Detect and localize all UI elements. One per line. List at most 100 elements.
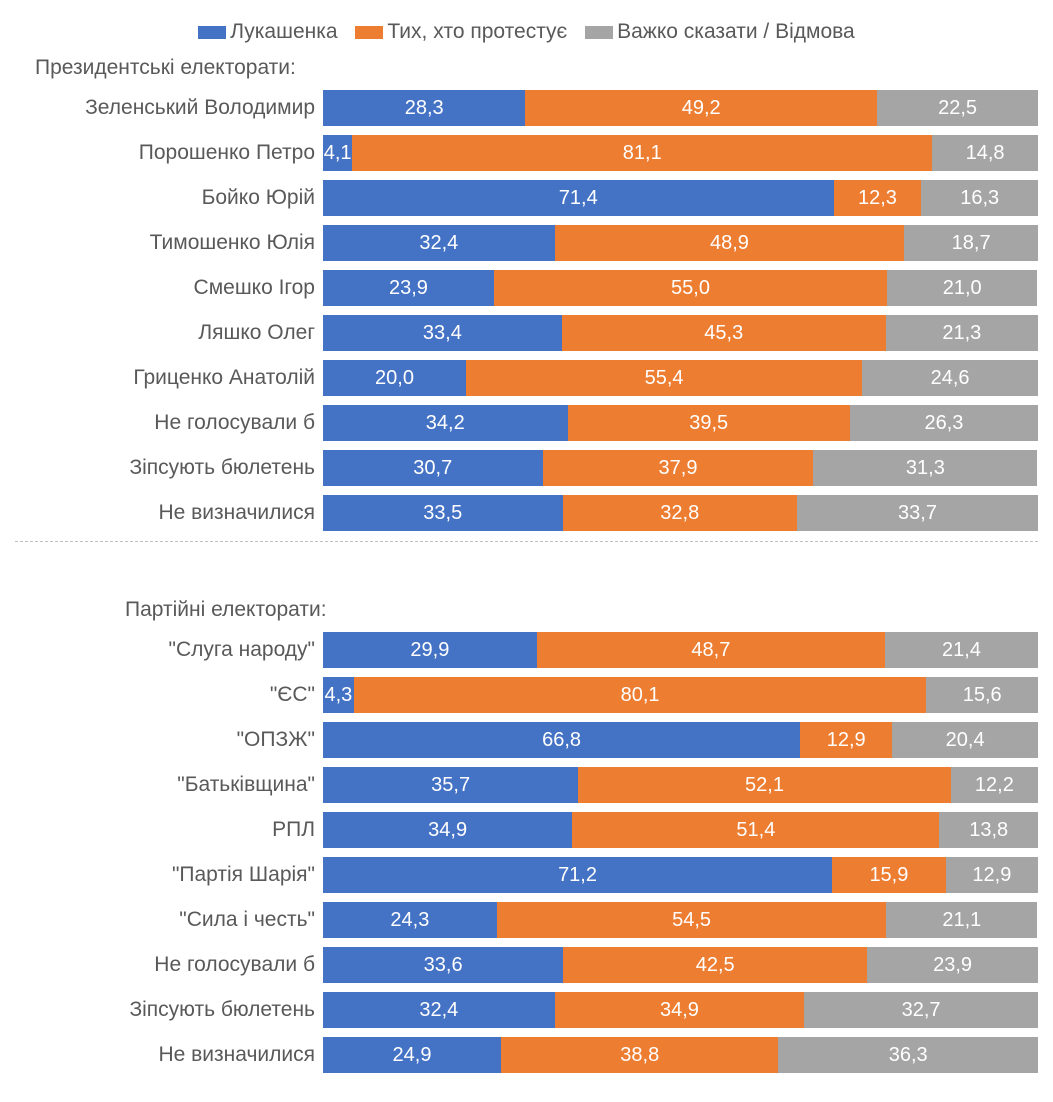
bar-segment: 34,9: [555, 992, 805, 1028]
bar-segment: 35,7: [323, 767, 578, 803]
section2-title: Партійні електорати:: [15, 598, 1038, 622]
bar-row: Тимошенко Юлія32,448,918,7: [15, 225, 1038, 261]
row-label: Зіпсують бюлетень: [15, 456, 323, 480]
bar-segment: 23,9: [323, 270, 494, 306]
row-label: Бойко Юрій: [15, 186, 323, 210]
bar-segment: 22,5: [877, 90, 1038, 126]
row-label: Не голосували б: [15, 953, 323, 977]
bar-segment: 31,3: [813, 450, 1037, 486]
bar-segment: 12,3: [834, 180, 922, 216]
row-label: "Партія Шарія": [15, 863, 323, 887]
bar-segment: 33,4: [323, 315, 562, 351]
bar-segment: 66,8: [323, 722, 800, 758]
legend-label-2: Тих, хто протестує: [387, 20, 567, 43]
stacked-bar: 33,642,523,9: [323, 947, 1038, 983]
bar-segment: 52,1: [578, 767, 951, 803]
bar-segment: 45,3: [562, 315, 886, 351]
stacked-bar: 29,948,721,4: [323, 632, 1038, 668]
row-label: Зеленський Володимир: [15, 96, 323, 120]
bar-row: Гриценко Анатолій20,055,424,6: [15, 360, 1038, 396]
bar-row: Порошенко Петро4,181,114,8: [15, 135, 1038, 171]
stacked-bar: 32,448,918,7: [323, 225, 1038, 261]
row-label: Порошенко Петро: [15, 141, 323, 165]
stacked-bar: 4,181,114,8: [323, 135, 1038, 171]
bar-segment: 12,2: [951, 767, 1038, 803]
section2-bars: "Слуга народу"29,948,721,4"ЄС"4,380,115,…: [15, 632, 1038, 1073]
bar-segment: 42,5: [563, 947, 867, 983]
bar-row: "Батьківщина"35,752,112,2: [15, 767, 1038, 803]
bar-row: Зеленський Володимир28,349,222,5: [15, 90, 1038, 126]
bar-segment: 34,2: [323, 405, 568, 441]
bar-segment: 15,9: [832, 857, 946, 893]
bar-segment: 24,6: [862, 360, 1038, 396]
legend-label-1: Лукашенка: [230, 20, 337, 43]
bar-segment: 55,4: [466, 360, 862, 396]
bar-segment: 29,9: [323, 632, 537, 668]
row-label: Зіпсують бюлетень: [15, 998, 323, 1022]
section1-title: Президентські електорати:: [15, 56, 1038, 80]
bar-segment: 32,4: [323, 992, 555, 1028]
stacked-bar: 71,412,316,3: [323, 180, 1038, 216]
legend-swatch-2: [355, 26, 383, 39]
bar-row: РПЛ34,951,413,8: [15, 812, 1038, 848]
bar-row: Не визначилися33,532,833,7: [15, 495, 1038, 531]
bar-segment: 48,9: [555, 225, 905, 261]
bar-segment: 21,1: [886, 902, 1037, 938]
bar-row: "Сила і честь"24,354,521,1: [15, 902, 1038, 938]
row-label: "ОПЗЖ": [15, 728, 323, 752]
row-label: РПЛ: [15, 818, 323, 842]
bar-segment: 54,5: [497, 902, 887, 938]
bar-segment: 37,9: [543, 450, 814, 486]
bar-segment: 4,3: [323, 677, 354, 713]
row-label: "Слуга народу": [15, 638, 323, 662]
bar-segment: 51,4: [572, 812, 939, 848]
bar-segment: 34,9: [323, 812, 572, 848]
stacked-bar: 71,215,912,9: [323, 857, 1038, 893]
legend-item-3: Важко сказати / Відмова: [585, 20, 855, 44]
bar-row: "ЄС"4,380,115,6: [15, 677, 1038, 713]
stacked-bar: 28,349,222,5: [323, 90, 1038, 126]
bar-segment: 4,1: [323, 135, 352, 171]
bar-segment: 14,8: [932, 135, 1038, 171]
stacked-bar: 35,752,112,2: [323, 767, 1038, 803]
row-label: "ЄС": [15, 683, 323, 707]
legend-swatch-1: [198, 26, 226, 39]
bar-segment: 71,2: [323, 857, 832, 893]
bar-segment: 81,1: [352, 135, 932, 171]
bar-segment: 33,7: [797, 495, 1038, 531]
legend-swatch-3: [585, 26, 613, 39]
bar-row: "Слуга народу"29,948,721,4: [15, 632, 1038, 668]
stacked-bar: 4,380,115,6: [323, 677, 1038, 713]
bar-segment: 24,9: [323, 1037, 501, 1073]
bar-segment: 28,3: [323, 90, 525, 126]
bar-segment: 71,4: [323, 180, 834, 216]
row-label: Тимошенко Юлія: [15, 231, 323, 255]
bar-segment: 48,7: [537, 632, 885, 668]
bar-row: Ляшко Олег33,445,321,3: [15, 315, 1038, 351]
legend-item-2: Тих, хто протестує: [355, 20, 567, 44]
bar-segment: 33,5: [323, 495, 563, 531]
bar-segment: 32,7: [804, 992, 1038, 1028]
bar-segment: 24,3: [323, 902, 497, 938]
row-label: Ляшко Олег: [15, 321, 323, 345]
bar-segment: 20,4: [892, 722, 1038, 758]
row-label: Не визначилися: [15, 1043, 323, 1067]
bar-segment: 32,4: [323, 225, 555, 261]
bar-segment: 33,6: [323, 947, 563, 983]
row-label: Гриценко Анатолій: [15, 366, 323, 390]
row-label: "Батьківщина": [15, 773, 323, 797]
bar-segment: 80,1: [354, 677, 927, 713]
bar-segment: 55,0: [494, 270, 887, 306]
bar-segment: 32,8: [563, 495, 798, 531]
stacked-bar: 20,055,424,6: [323, 360, 1038, 396]
bar-segment: 39,5: [568, 405, 850, 441]
bar-row: "ОПЗЖ"66,812,920,4: [15, 722, 1038, 758]
stacked-bar: 34,239,526,3: [323, 405, 1038, 441]
stacked-bar: 34,951,413,8: [323, 812, 1038, 848]
bar-row: Не визначилися24,938,836,3: [15, 1037, 1038, 1073]
bar-segment: 12,9: [946, 857, 1038, 893]
legend-label-3: Важко сказати / Відмова: [617, 20, 855, 43]
bar-segment: 38,8: [501, 1037, 778, 1073]
stacked-bar: 23,955,021,0: [323, 270, 1038, 306]
bar-segment: 18,7: [904, 225, 1038, 261]
